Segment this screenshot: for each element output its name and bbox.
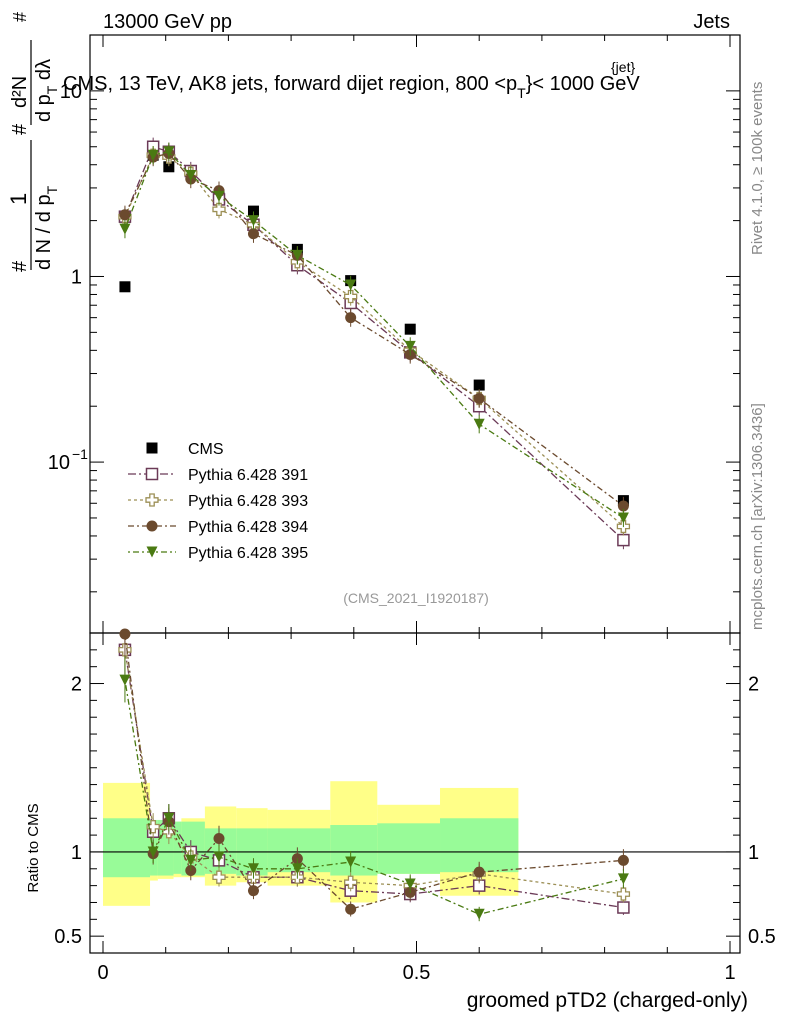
band-inner — [330, 825, 378, 876]
legend-marker-pythia-6-428-391 — [145, 467, 159, 481]
analysis-id: (CMS_2021_I1920187) — [343, 590, 489, 606]
x-axis-label: groomed pTD2 (charged-only) — [467, 989, 748, 1012]
y-tick-label-exponent: −1 — [72, 446, 88, 462]
legend-label-pythia-6-428-395: Pythia 6.428 395 — [188, 545, 308, 562]
point-pythia-6-428-393 — [344, 289, 358, 304]
ratio-tick-label-right: 2 — [748, 674, 759, 696]
point-pythia-6-428-395 — [247, 215, 259, 227]
point-cms — [119, 281, 131, 293]
legend-marker-pythia-6-428-395 — [146, 546, 158, 558]
point-pythia-6-428-394 — [345, 312, 357, 324]
ratio-point-pythia-6-428-393 — [146, 820, 160, 834]
ratio-point-pythia-6-428-393 — [212, 870, 226, 884]
point-pythia-6-428-394 — [617, 500, 629, 512]
legend-label-pythia-6-428-393: Pythia 6.428 393 — [188, 493, 308, 510]
point-pythia-6-428-395 — [473, 418, 485, 430]
ratio-point-pythia-6-428-395 — [291, 863, 303, 875]
ratio-tick-label: 2 — [71, 674, 82, 696]
ratio-point-pythia-6-428-394 — [213, 832, 225, 844]
point-cms — [163, 161, 175, 173]
ratio-point-pythia-6-428-393 — [616, 887, 631, 901]
band-inner — [173, 821, 182, 874]
point-pythia-6-428-395 — [617, 512, 629, 524]
svg-text:d pT dλ: d pT dλ — [33, 59, 60, 122]
main-series — [118, 137, 631, 550]
ratio-point-pythia-6-428-394 — [247, 885, 259, 897]
y-tick-label: 10 — [60, 81, 82, 103]
ratio-tick-label-right: 0.5 — [748, 926, 776, 948]
series-line-pythia-6-428-395 — [124, 151, 624, 519]
ratio-frame — [89, 632, 741, 954]
band-inner — [103, 818, 151, 878]
point-pythia-6-428-395 — [163, 146, 175, 158]
ratio-point-pythia-6-428-394 — [345, 903, 357, 915]
svg-text:1: 1 — [6, 193, 31, 205]
point-pythia-6-428-395 — [213, 190, 225, 202]
svg-text:d²N: d²N — [9, 76, 31, 108]
ratio-point-pythia-6-428-395 — [345, 856, 357, 868]
point-cms — [247, 205, 259, 217]
x-tick-label: 1 — [724, 962, 735, 984]
svg-text:#: # — [9, 260, 31, 272]
cms-uncertainty-bands — [103, 781, 519, 906]
point-pythia-6-428-394 — [119, 209, 131, 221]
x-tick-label: 0.5 — [403, 962, 431, 984]
ratio-series — [118, 628, 631, 922]
point-pythia-6-428-395 — [147, 149, 159, 161]
ratio-point-pythia-6-428-395 — [404, 878, 416, 890]
ratio-point-pythia-6-428-395 — [213, 851, 225, 863]
ratio-point-pythia-6-428-394 — [617, 854, 629, 866]
ratio-point-pythia-6-428-394 — [473, 866, 485, 878]
svg-text:#: # — [9, 123, 31, 135]
svg-text:#: # — [10, 12, 30, 22]
ratio-tick-label: 1 — [71, 842, 82, 864]
point-pythia-6-428-395 — [345, 279, 357, 291]
ratio-point-pythia-6-428-395 — [147, 846, 159, 858]
ratio-point-pythia-6-428-395 — [247, 863, 259, 875]
ratio-tick-label-right: 1 — [748, 842, 759, 864]
point-cms — [404, 323, 416, 335]
ratio-tick-label: 0.5 — [54, 926, 82, 948]
svg-text:d N / d pT: d N / d pT — [33, 185, 60, 270]
y-tick-label: 10 — [48, 452, 70, 474]
point-pythia-6-428-395 — [404, 340, 416, 352]
header-left: 13000 GeV pp — [103, 11, 232, 33]
point-pythia-6-428-395 — [291, 249, 303, 261]
point-pythia-6-428-395 — [185, 169, 197, 181]
point-pythia-6-428-393 — [212, 202, 226, 216]
x-tick-label: 0 — [97, 962, 108, 984]
ratio-point-pythia-6-428-394 — [119, 628, 131, 640]
point-pythia-6-428-391 — [617, 533, 630, 547]
point-cms — [473, 379, 485, 391]
ratio-point-pythia-6-428-395 — [185, 854, 197, 866]
legend-marker-cms — [146, 442, 158, 454]
legend-marker-pythia-6-428-393 — [145, 493, 159, 507]
ratio-point-pythia-6-428-395 — [617, 873, 629, 885]
ratio-point-pythia-6-428-391 — [617, 901, 630, 914]
legend-label-pythia-6-428-394: Pythia 6.428 394 — [188, 519, 308, 536]
ratio-point-pythia-6-428-395 — [119, 674, 131, 686]
legend: CMS Pythia 6.428 391 Pythia 6.428 393 Pythi… — [128, 441, 308, 562]
ratio-point-pythia-6-428-395 — [163, 812, 175, 824]
point-pythia-6-428-394 — [473, 393, 485, 405]
legend-label-pythia-6-428-391: Pythia 6.428 391 — [188, 467, 308, 484]
point-pythia-6-428-395 — [119, 223, 131, 235]
mcplots-label: mcplots.cern.ch [arXiv:1306.3436] — [749, 403, 766, 630]
ratio-point-pythia-6-428-395 — [473, 908, 485, 920]
point-pythia-6-428-394 — [247, 228, 259, 240]
y-tick-label: 1 — [71, 266, 82, 288]
rivet-label: Rivet 4.1.0, ≥ 100k events — [749, 82, 766, 255]
main-ylabel: # 1 d N / d pT # d²N d pT dλ # — [6, 12, 60, 272]
header-right: Jets — [693, 11, 730, 33]
plot-title: CMS, 13 TeV, AK8 jets, forward dijet reg… — [63, 73, 640, 101]
legend-label-cms: CMS — [188, 441, 224, 458]
legend-marker-pythia-6-428-394 — [146, 520, 158, 532]
plot-title-superscript: {jet} — [611, 59, 635, 75]
ratio-ylabel: Ratio to CMS — [25, 803, 42, 892]
ratio-point-pythia-6-428-393 — [344, 875, 358, 889]
band-inner — [377, 823, 441, 874]
